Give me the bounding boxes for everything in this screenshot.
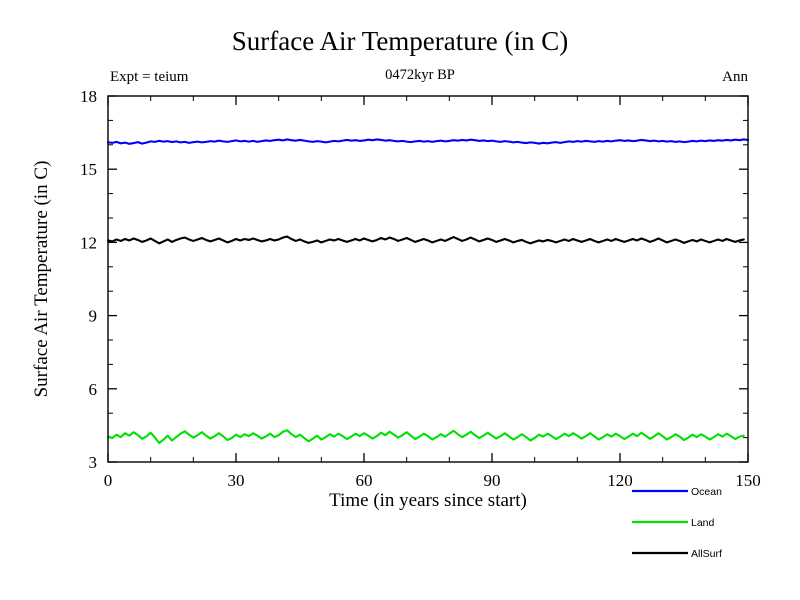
averaging-period-label: Ann bbox=[722, 69, 748, 85]
y-tick-label: 18 bbox=[80, 87, 97, 106]
x-tick-label: 60 bbox=[356, 471, 373, 490]
y-tick-label: 9 bbox=[89, 307, 98, 326]
y-axis-title: Surface Air Temperature (in C) bbox=[31, 161, 52, 398]
y-axis-tick-labels: 3 6 9 12 15 18 bbox=[80, 87, 97, 472]
series-line-ocean bbox=[106, 138, 750, 145]
legend-label-ocean: Ocean bbox=[691, 486, 722, 498]
x-axis-tick-labels: 0 30 60 90 120 150 bbox=[104, 471, 761, 490]
series-line-land bbox=[106, 429, 745, 445]
x-tick-label: 30 bbox=[228, 471, 245, 490]
legend-label-land: Land bbox=[691, 517, 715, 529]
x-tick-label: 0 bbox=[104, 471, 113, 490]
page-title: Surface Air Temperature (in C) bbox=[232, 26, 569, 56]
legend: Ocean Land AllSurf bbox=[632, 486, 722, 560]
y-tick-label: 12 bbox=[80, 233, 97, 252]
plot-frame bbox=[107, 95, 749, 463]
y-tick-label: 15 bbox=[80, 160, 97, 179]
series-lines bbox=[106, 138, 750, 445]
chart-subtitle: 0472kyr BP bbox=[385, 67, 455, 83]
x-tick-label: 120 bbox=[607, 471, 633, 490]
y-tick-label: 3 bbox=[89, 453, 98, 472]
experiment-label: Expt = teium bbox=[110, 69, 189, 85]
series-line-allsurf bbox=[106, 235, 745, 245]
y-tick-label: 6 bbox=[89, 380, 98, 399]
legend-label-allsurf: AllSurf bbox=[691, 548, 722, 560]
x-axis-title: Time (in years since start) bbox=[329, 490, 527, 511]
x-tick-label: 150 bbox=[735, 471, 761, 490]
x-tick-label: 90 bbox=[484, 471, 501, 490]
